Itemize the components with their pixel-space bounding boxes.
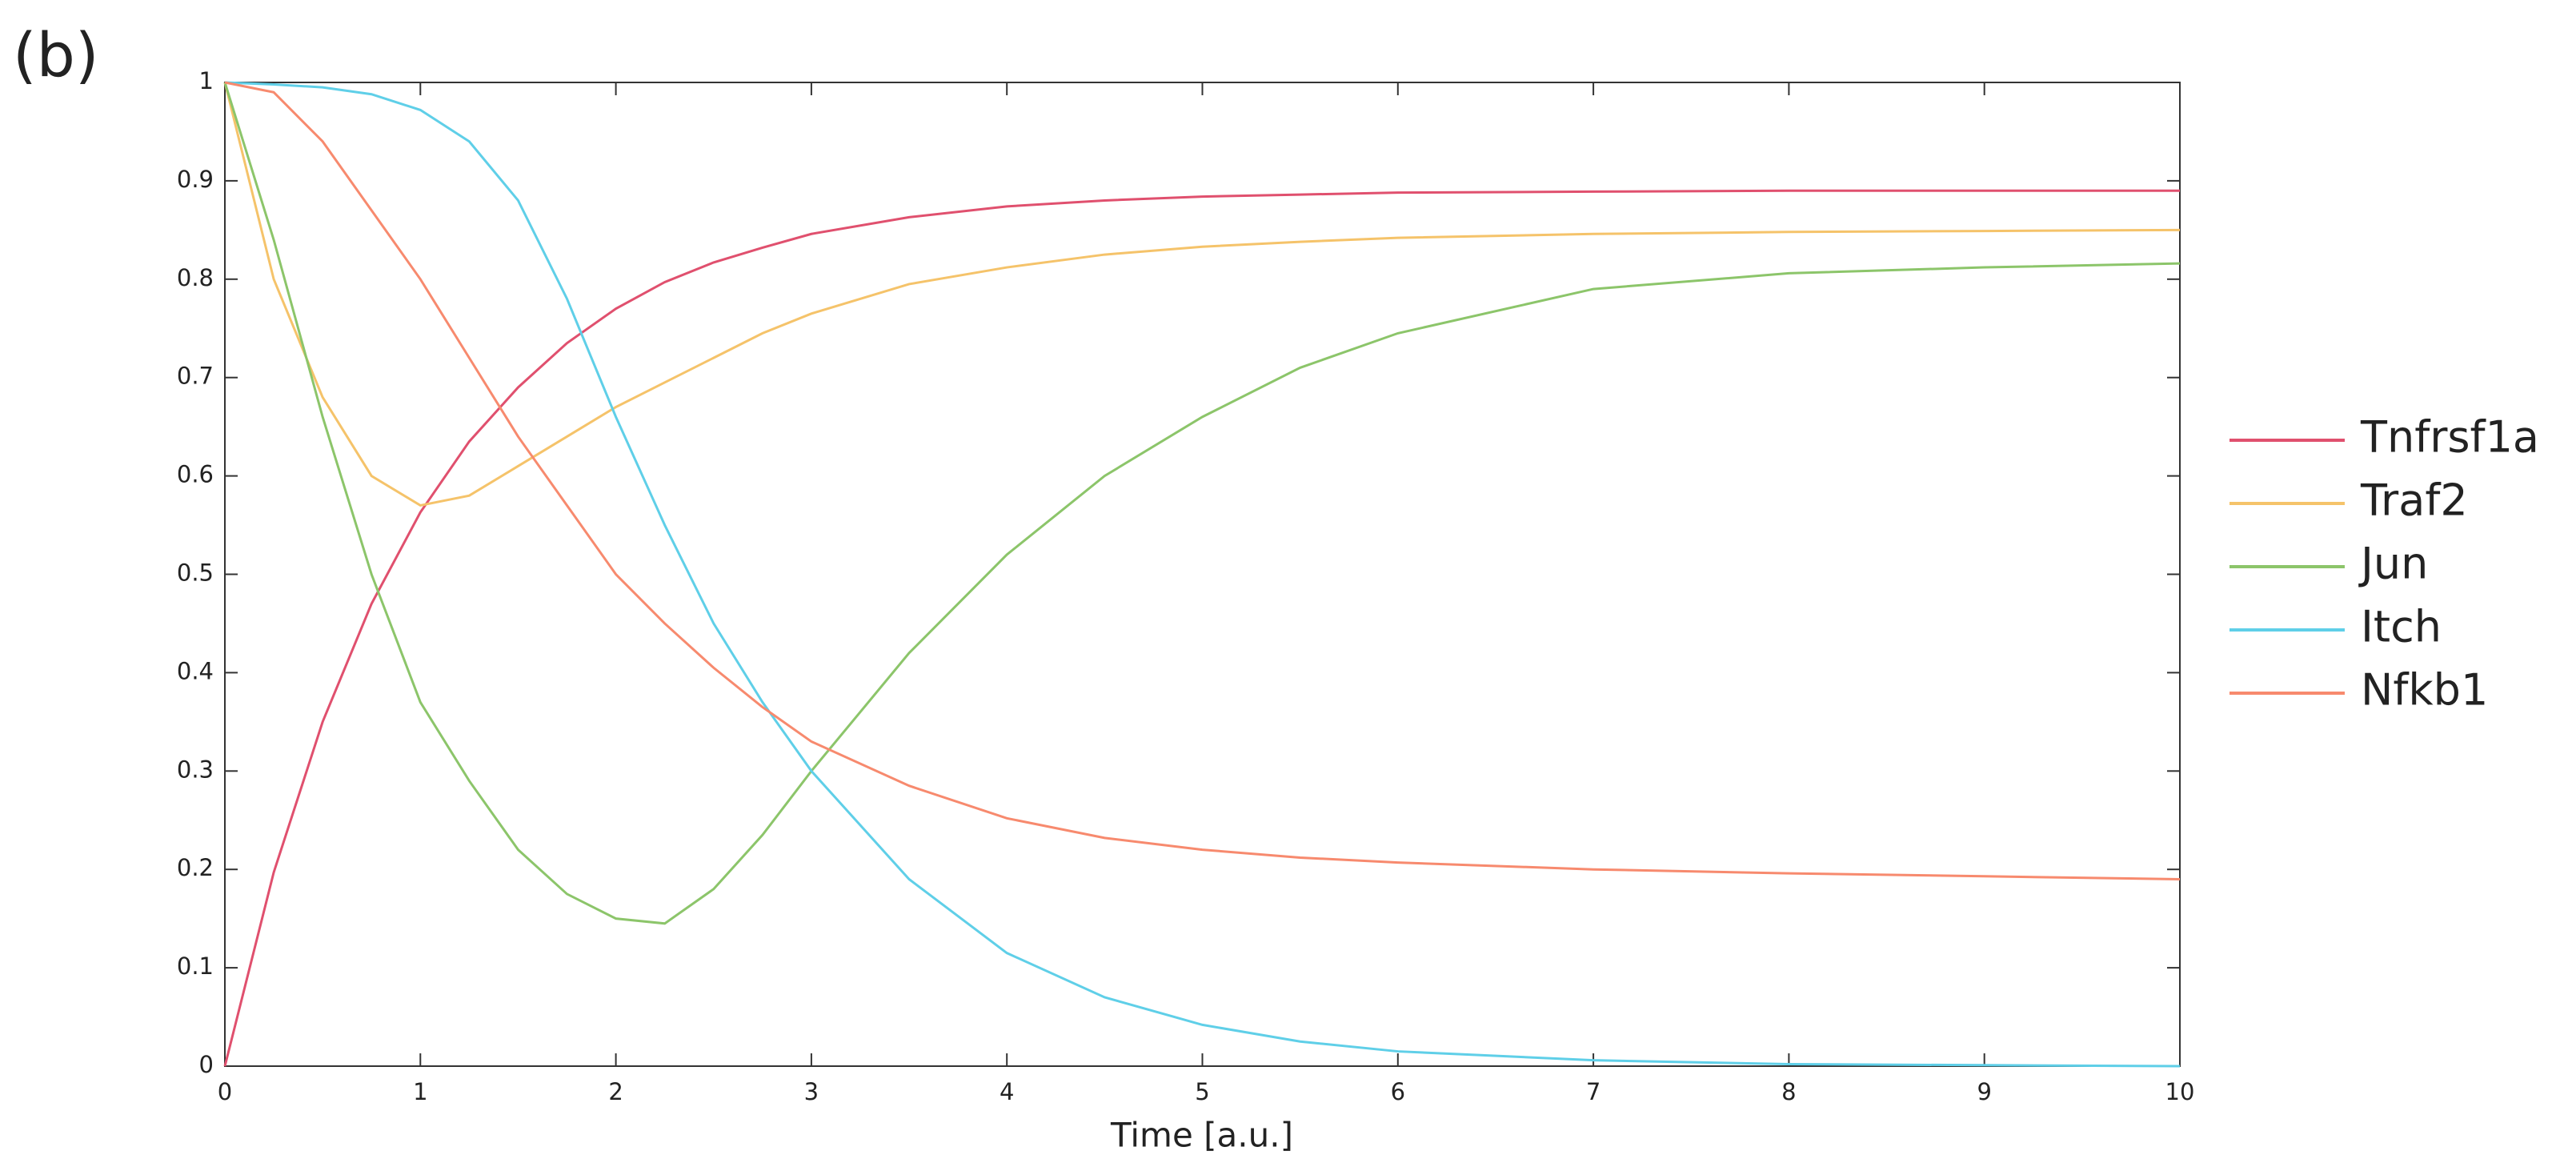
x-tick-label: 6 [1391,1078,1405,1105]
legend-label: Traf2 [2360,475,2468,526]
legend-label: Tnfrsf1a [2360,412,2539,463]
y-tick-label: 0.2 [177,854,214,881]
x-tick-label: 2 [608,1078,623,1105]
x-tick-label: 8 [1781,1078,1796,1105]
y-tick-label: 0.4 [177,657,214,684]
series-line [223,82,2181,925]
panel-label: (b) [13,19,99,90]
y-tick-label: 0.5 [177,559,214,587]
x-tick-label: 0 [218,1078,232,1105]
x-tick-label: 4 [1000,1078,1014,1105]
y-tick-label: 0 [199,1051,214,1078]
x-tick-label: 5 [1195,1078,1209,1105]
series-line [224,81,2181,1068]
legend-label: Nfkb1 [2361,665,2488,716]
y-tick-label: 0.3 [177,756,214,783]
y-tick-label: 0.1 [177,952,214,980]
x-tick-label: 1 [413,1078,427,1105]
x-axis-label: Time [a.u.] [1110,1116,1293,1155]
x-tick-label: 3 [804,1078,819,1105]
legend-label: Jun [2358,539,2428,589]
plot-frame [224,82,2181,1067]
series-line [223,189,2180,1067]
y-tick-label: 0.9 [177,166,214,193]
x-tick-label: 9 [1977,1078,1991,1105]
series-line [224,81,2181,880]
x-tick-label: 10 [2165,1078,2195,1105]
y-tick-label: 0.6 [177,461,214,488]
y-tick-label: 0.8 [177,264,214,291]
x-tick-label: 7 [1586,1078,1600,1105]
y-tick-label: 1 [199,67,214,94]
legend-label: Itch [2361,602,2442,652]
y-tick-label: 0.7 [177,363,214,390]
series-line [223,82,2181,507]
